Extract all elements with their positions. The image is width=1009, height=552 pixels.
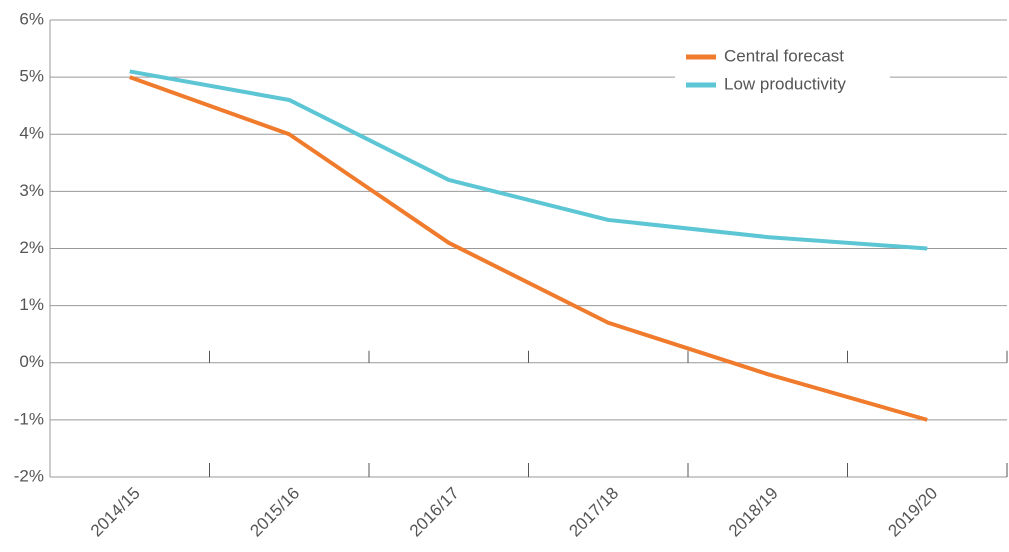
legend-label: Low productivity (724, 74, 846, 93)
legend-box (675, 38, 890, 116)
series-line (129, 75, 928, 422)
y-tick-label: 3% (19, 181, 44, 200)
x-tick-label: 2017/18 (565, 484, 622, 541)
y-tick-label: 0% (19, 352, 44, 371)
x-tick-label: 2015/16 (246, 484, 303, 541)
y-tick-label: 4% (19, 124, 44, 143)
y-tick-label: -2% (14, 466, 44, 485)
y-tick-label: -1% (14, 409, 44, 428)
y-tick-label: 1% (19, 295, 44, 314)
x-tick-label: 2019/20 (884, 484, 941, 541)
y-tick-label: 5% (19, 67, 44, 86)
y-tick-label: 2% (19, 238, 44, 257)
y-tick-label: 6% (19, 9, 44, 28)
x-tick-label: 2016/17 (406, 484, 463, 541)
legend: Central forecast Low productivity (675, 38, 890, 116)
x-tick-label: 2014/15 (87, 484, 144, 541)
series-line (129, 69, 928, 251)
legend-label: Central forecast (724, 46, 844, 65)
x-tick-label: 2018/19 (725, 484, 782, 541)
